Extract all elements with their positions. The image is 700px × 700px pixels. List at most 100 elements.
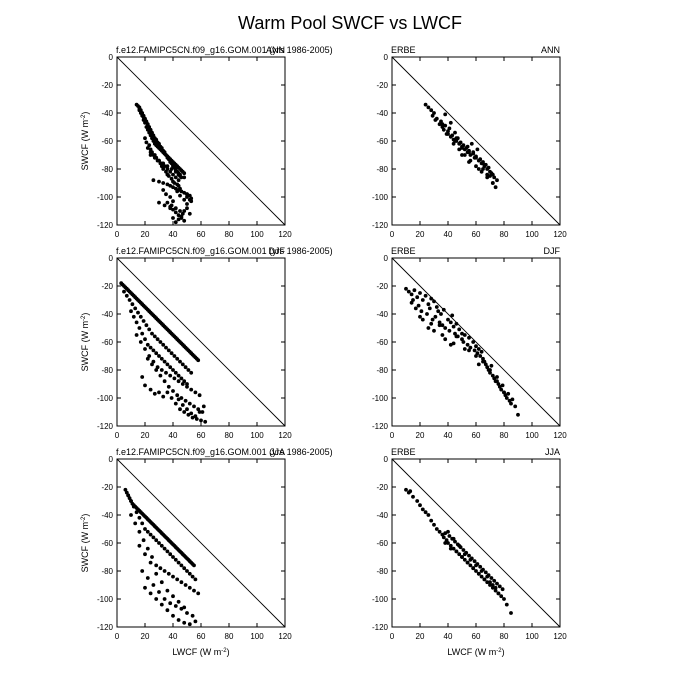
data-point	[143, 347, 147, 351]
data-point	[426, 513, 431, 517]
data-point	[180, 382, 185, 386]
data-point	[426, 326, 431, 330]
data-point	[166, 571, 171, 576]
data-point	[448, 120, 453, 125]
data-point	[482, 577, 487, 582]
data-point	[159, 602, 164, 607]
data-point	[479, 349, 484, 354]
y-axis-label-close: )	[80, 313, 90, 316]
data-point	[175, 189, 180, 194]
data-point	[467, 335, 471, 340]
data-point	[159, 580, 164, 585]
data-point	[499, 387, 504, 392]
data-point	[151, 359, 156, 364]
data-point	[474, 354, 478, 358]
data-point	[178, 172, 182, 177]
data-point	[144, 140, 149, 145]
data-point	[490, 181, 495, 185]
x-tick-label: 120	[278, 431, 292, 440]
data-point	[192, 404, 196, 409]
data-point	[152, 155, 157, 160]
data-point	[171, 613, 175, 618]
data-points	[119, 281, 208, 424]
data-point	[187, 571, 192, 576]
y-axis-label-superscript: -2	[81, 114, 87, 120]
data-point	[150, 331, 154, 336]
panel-right-label: DJF	[544, 246, 561, 256]
data-point	[488, 580, 492, 585]
data-point	[500, 383, 505, 388]
data-point	[189, 411, 194, 416]
data-point	[124, 490, 129, 495]
y-tick-label: -60	[376, 137, 388, 146]
x-tick-label: 40	[169, 230, 178, 239]
data-point	[510, 397, 515, 402]
data-point	[161, 188, 166, 192]
y-tick-label: -120	[97, 422, 114, 431]
data-point	[457, 552, 462, 557]
x-tick-label: 80	[225, 431, 234, 440]
data-point	[145, 146, 150, 150]
data-point	[404, 286, 408, 291]
data-point	[443, 112, 448, 117]
data-point	[145, 127, 150, 132]
data-point	[189, 370, 194, 375]
data-point	[439, 312, 443, 316]
data-point	[467, 160, 471, 164]
data-point	[461, 548, 466, 552]
data-point	[476, 347, 481, 351]
x-tick-label: 40	[169, 632, 178, 641]
data-point	[460, 146, 464, 150]
y-tick-label: -120	[97, 221, 114, 230]
data-point	[432, 328, 436, 333]
data-point	[162, 359, 167, 364]
data-point	[437, 122, 442, 127]
data-point	[155, 365, 160, 370]
data-point	[176, 618, 181, 622]
data-point	[161, 342, 166, 347]
data-point	[462, 347, 467, 351]
data-point	[446, 529, 450, 534]
data-point	[499, 594, 504, 599]
panel-left-label: ERBE	[391, 447, 416, 457]
data-point	[131, 504, 136, 509]
y-tick-label: -60	[101, 137, 113, 146]
y-axis-label-close: )	[80, 112, 90, 115]
data-point	[432, 111, 436, 115]
y-axis-label-superscript: -2	[81, 516, 87, 522]
data-point	[157, 354, 161, 358]
data-point	[190, 415, 195, 420]
x-tick-label: 120	[553, 431, 567, 440]
data-point	[183, 365, 188, 370]
data-point	[443, 326, 448, 330]
y-tick-label: -80	[376, 165, 388, 174]
data-point	[437, 320, 442, 325]
data-point	[502, 390, 506, 395]
data-point	[485, 365, 490, 370]
data-point	[485, 574, 490, 579]
data-point	[168, 206, 173, 211]
data-point	[475, 351, 480, 356]
data-point	[474, 563, 478, 568]
data-point	[176, 178, 181, 183]
data-point	[200, 410, 205, 414]
data-point	[183, 583, 188, 587]
data-point	[126, 493, 131, 498]
data-point	[145, 546, 150, 551]
data-points	[404, 487, 513, 615]
data-point	[168, 195, 173, 199]
data-point	[468, 563, 473, 568]
x-tick-label: 80	[500, 431, 509, 440]
data-point	[134, 510, 139, 515]
data-point	[465, 144, 470, 149]
data-point	[504, 602, 509, 607]
data-point	[168, 552, 173, 557]
data-point	[426, 302, 431, 307]
data-point	[162, 379, 167, 384]
data-point	[429, 296, 434, 301]
data-point	[138, 340, 143, 344]
data-point	[454, 136, 459, 141]
data-point	[143, 136, 147, 141]
data-point	[137, 326, 142, 330]
panel-left-label: f.e12.FAMIPC5CN.f09_g16.GOM.001 (yrs 198…	[116, 45, 333, 55]
